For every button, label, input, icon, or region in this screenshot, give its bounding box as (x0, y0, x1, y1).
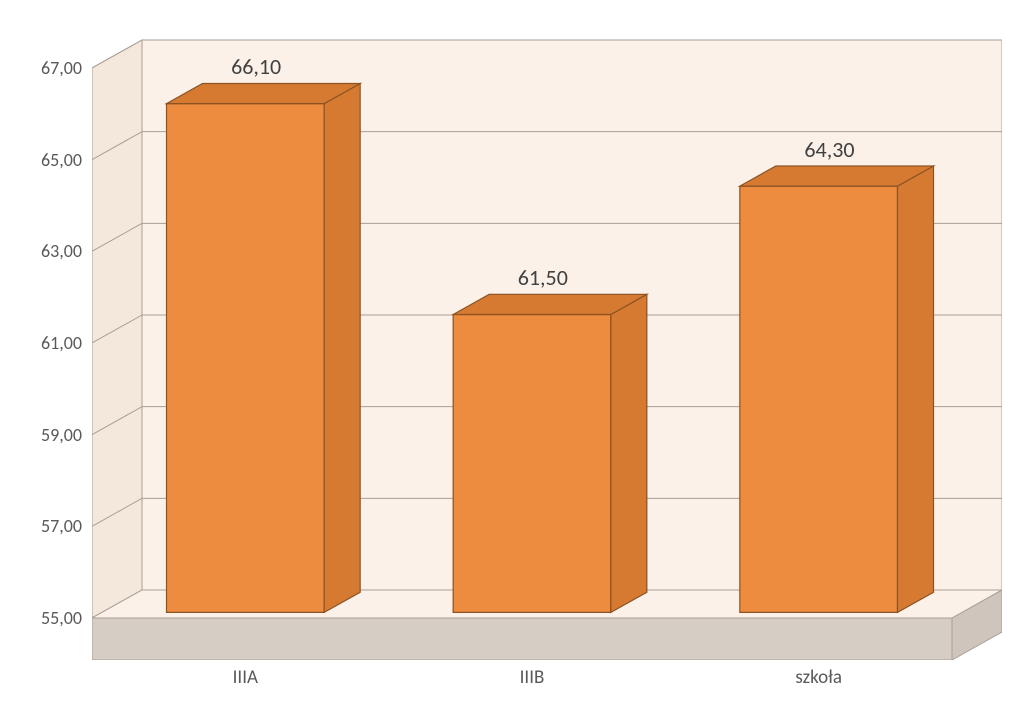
bar-value-label: 66,10 (231, 53, 281, 80)
bar-chart-3d: 55,00 57,00 59,00 61,00 63,00 65,00 67,00 66,1… (0, 0, 1024, 716)
plot-svg (92, 20, 1002, 660)
y-axis-tick: 65,00 (41, 149, 82, 171)
y-axis: 55,00 57,00 59,00 61,00 63,00 65,00 67,00 (0, 0, 92, 716)
bar-value-label: 61,50 (518, 264, 568, 291)
y-axis-tick: 67,00 (41, 57, 82, 79)
x-axis-label: IIIB (520, 666, 545, 689)
x-axis-label: IIIA (233, 666, 258, 689)
bar-value-label: 64,30 (804, 136, 854, 163)
y-axis-tick: 59,00 (41, 424, 82, 446)
y-axis-tick: 57,00 (41, 515, 82, 537)
y-axis-tick: 55,00 (41, 607, 82, 629)
x-axis-label: szkoła (795, 666, 842, 689)
y-axis-tick: 61,00 (41, 332, 82, 354)
y-axis-tick: 63,00 (41, 240, 82, 262)
plot-area (92, 20, 1002, 660)
